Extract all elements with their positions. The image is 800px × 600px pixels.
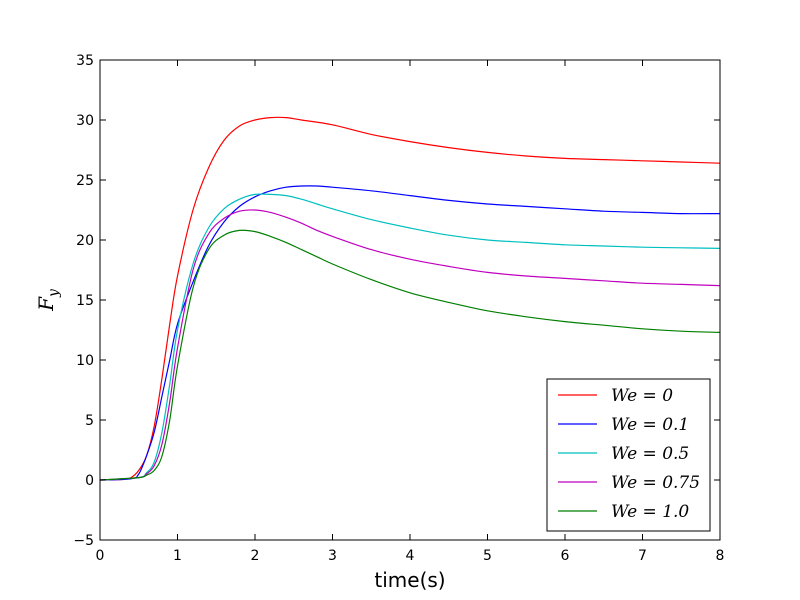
- y-tick-label: 10: [76, 353, 94, 369]
- y-tick-label: 30: [76, 113, 94, 129]
- x-tick-label: 4: [406, 548, 415, 564]
- x-tick-label: 8: [716, 548, 725, 564]
- y-axis-label-main: F: [34, 296, 58, 312]
- x-tick-label: 7: [638, 548, 647, 564]
- x-tick-label: 3: [328, 548, 337, 564]
- x-tick-label: 6: [561, 548, 570, 564]
- legend-box: [546, 378, 711, 532]
- legend-label: We = 0.75: [611, 473, 700, 493]
- y-tick-label: 0: [85, 473, 94, 489]
- x-axis-label: time(s): [374, 568, 445, 592]
- series-layer: [99, 116, 721, 481]
- y-axis-label-sub: y: [46, 288, 62, 298]
- x-tick-label: 0: [96, 548, 105, 564]
- legend: We = 0 We = 0.1 We = 0.5 We = 0.75 We = 1.0: [546, 378, 711, 532]
- y-tick-label: 15: [76, 293, 94, 309]
- series-line-0: [99, 116, 721, 481]
- x-tick-label: 1: [173, 548, 182, 564]
- y-tick-label: 5: [85, 413, 94, 429]
- legend-label: We = 0.1: [611, 415, 689, 435]
- x-tick-label: 5: [483, 548, 492, 564]
- y-tick-label: 25: [76, 173, 94, 189]
- legend-label: We = 0.5: [611, 444, 689, 464]
- x-tick-label: 2: [251, 548, 260, 564]
- legend-label: We = 1.0: [611, 502, 689, 522]
- series-line-2: [99, 193, 721, 481]
- series-line-4: [99, 229, 721, 481]
- y-tick-label: 20: [76, 233, 94, 249]
- y-tick-label: 35: [76, 53, 94, 69]
- y-axis-label: Fy: [34, 288, 62, 312]
- legend-label: We = 0: [611, 386, 673, 406]
- series-line-1: [99, 185, 721, 481]
- y-tick-label: −5: [73, 533, 94, 549]
- series-line-3: [99, 209, 721, 481]
